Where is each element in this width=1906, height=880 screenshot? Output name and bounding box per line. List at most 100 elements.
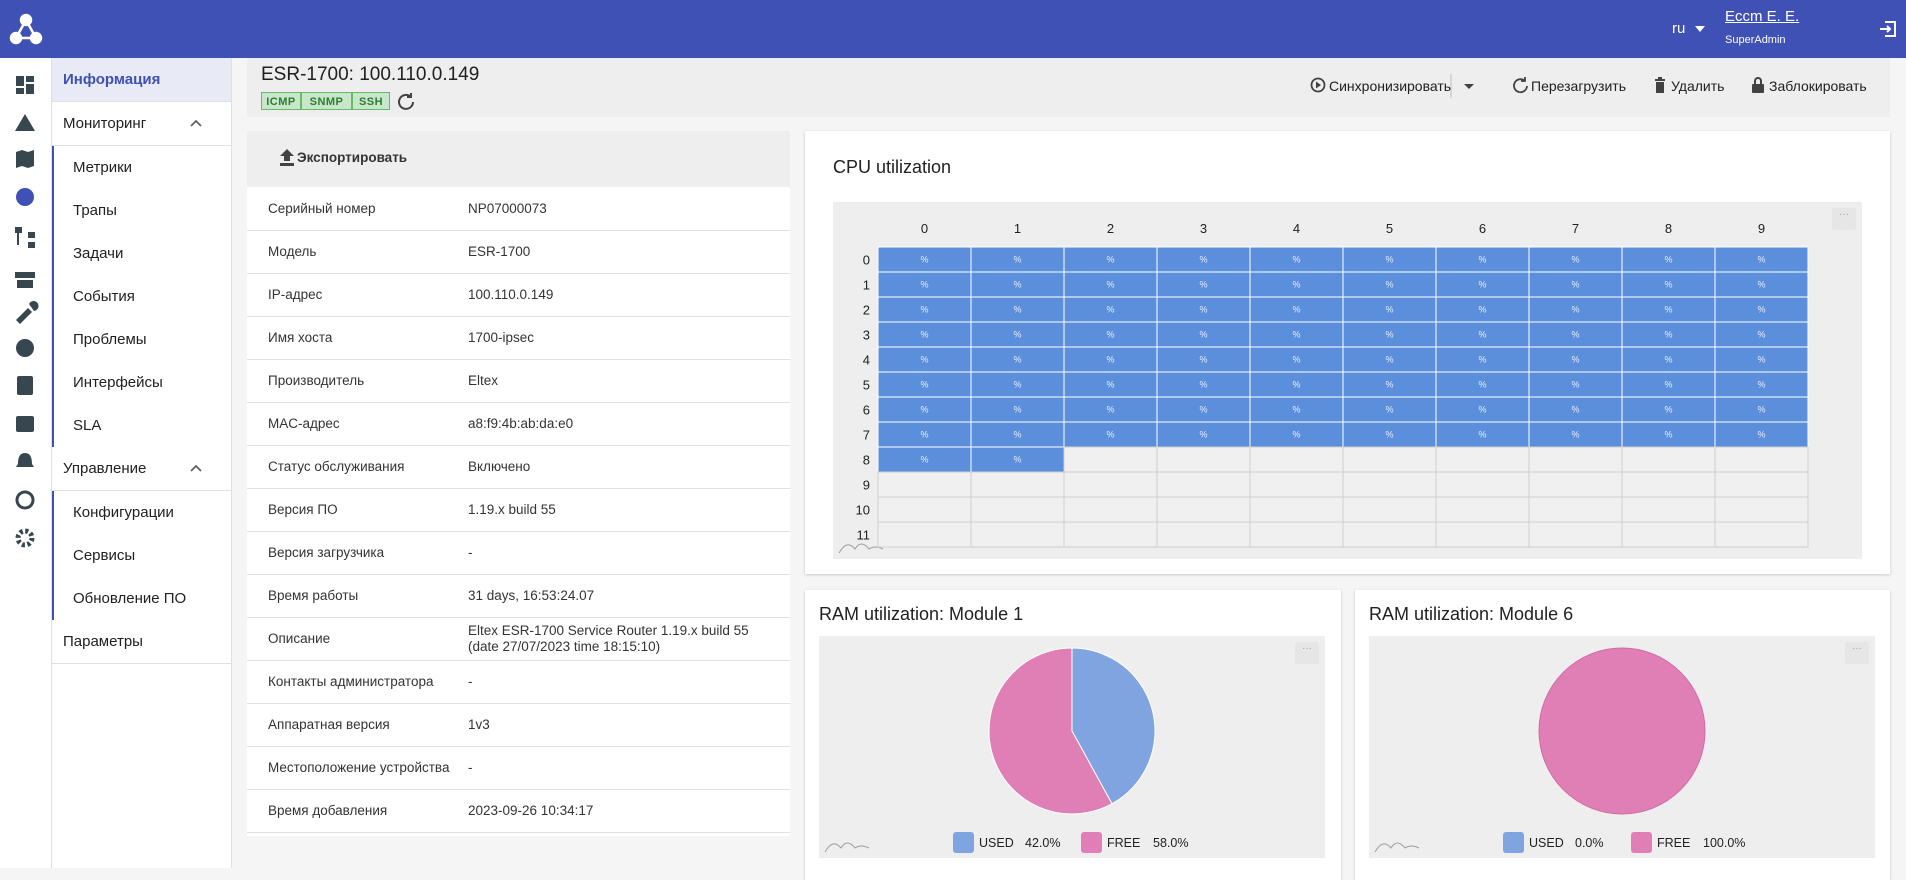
nav-sub-item[interactable]: Задачи	[52, 232, 231, 275]
nav-item[interactable]: Информация	[52, 58, 231, 102]
nav-item[interactable]: Управление	[52, 447, 231, 491]
cell-label: %	[1199, 280, 1207, 290]
column-label: 6	[1479, 221, 1486, 236]
heatmap-cell	[1342, 446, 1437, 473]
heatmap-cell	[1342, 496, 1437, 523]
chart-title: RAM utilization: Module 6	[1369, 604, 1573, 624]
column-label: 1	[1014, 221, 1021, 236]
cell-label: %	[1478, 430, 1486, 440]
chart-menu-dots: ···	[1302, 643, 1312, 654]
user-name[interactable]: Eccm E. E.	[1725, 8, 1800, 25]
info-value: 1.19.x build 55	[468, 502, 556, 517]
heatmap-cell	[1714, 296, 1809, 323]
heatmap-cell	[1063, 471, 1158, 498]
heatmap-cell	[1714, 446, 1809, 473]
logout-icon[interactable]	[1878, 19, 1898, 39]
export-bar: Экспортировать	[247, 131, 790, 187]
info-row: Модель ESR-1700	[247, 231, 790, 274]
heatmap-cell	[1342, 271, 1437, 298]
dropdown-caret	[1695, 26, 1705, 32]
action-button[interactable]: Заблокировать	[1750, 76, 1867, 96]
heatmap-cell	[1528, 421, 1623, 448]
chart-menu-button	[1832, 208, 1856, 230]
info-label: Контакты администратора	[268, 674, 434, 689]
info-label: Местоположение устройства	[268, 760, 450, 775]
action-label: Удалить	[1671, 78, 1725, 94]
heatmap-cell	[1621, 471, 1716, 498]
cell-label: %	[1664, 330, 1672, 340]
language-select[interactable]: ru	[1672, 20, 1686, 37]
refresh-icon[interactable]	[396, 91, 416, 111]
nav-sub-item[interactable]: Проблемы	[52, 318, 231, 361]
heatmap-cell	[1249, 521, 1344, 548]
collapse-chevron[interactable]	[190, 464, 202, 472]
action-button[interactable]: Синхронизировать	[1310, 76, 1451, 96]
action-button[interactable]: Удалить	[1652, 76, 1724, 96]
legend-label: USED	[1529, 836, 1564, 850]
info-row: Версия ПО 1.19.x build 55	[247, 489, 790, 532]
nav-sub-item[interactable]: Конфигурации	[52, 491, 231, 534]
collapse-chevron[interactable]	[190, 119, 202, 127]
heatmap-cell	[1528, 296, 1623, 323]
heatmap-cell	[1063, 421, 1158, 448]
row-label: 0	[863, 253, 870, 268]
info-label: IP-адрес	[268, 287, 323, 302]
info-row: Производитель Eltex	[247, 360, 790, 403]
heatmap-cell	[1063, 521, 1158, 548]
ram-card: RAM utilization: Module 1 ··· USED 42.0% FRE…	[805, 590, 1341, 880]
info-label: Версия ПО	[268, 502, 338, 517]
heatmap-cell	[1435, 396, 1530, 423]
heatmap-cell	[877, 321, 972, 348]
export-button[interactable]: Экспортировать	[297, 150, 408, 165]
heatmap-cell	[1249, 496, 1344, 523]
nav-sub-item[interactable]: Обновление ПО	[52, 577, 231, 620]
cell-label: %	[1013, 430, 1021, 440]
cell-label: %	[920, 405, 928, 415]
chart: CPU utilization ··· 0 1 2 3 4 5 6 7 8 9 0%%%%%%%%% % 1…	[833, 157, 1862, 559]
nav-sub-item[interactable]: События	[52, 275, 231, 318]
info-value: ESR-1700	[468, 244, 531, 259]
nav-sub-item[interactable]: Трапы	[52, 189, 231, 232]
info-value: 1700-ipsec	[468, 330, 535, 345]
cell-label: %	[1292, 355, 1300, 365]
logo[interactable]	[8, 12, 44, 46]
export-icon[interactable]	[279, 149, 295, 167]
info-value: NP07000073	[468, 201, 547, 216]
info-value: Eltex ESR-1700 Service Router 1.19.x bui…	[468, 623, 749, 654]
cell-label: %	[1571, 280, 1579, 290]
info-row: Аппаратная версия 1v3	[247, 704, 790, 747]
info-row: IP-адрес 100.110.0.149	[247, 274, 790, 317]
nav-sub-item[interactable]: SLA	[52, 404, 231, 447]
row-label: 9	[863, 478, 870, 493]
cell-label: %	[1199, 430, 1207, 440]
heatmap-cell	[1249, 421, 1344, 448]
info-row: Серийный номер NP07000073	[247, 188, 790, 231]
nav-sub-item[interactable]: Метрики	[52, 146, 231, 189]
cell-label: %	[1757, 380, 1765, 390]
info-row: Описание Eltex ESR-1700 Service Router 1.…	[247, 618, 790, 661]
cell-label: %	[1013, 455, 1021, 465]
cell-label: %	[1757, 355, 1765, 365]
cell-label: %	[1571, 355, 1579, 365]
rail-icons[interactable]	[0, 58, 51, 618]
heatmap-cell	[1156, 296, 1251, 323]
user-role: SuperAdmin	[1725, 34, 1786, 46]
info-label: Производитель	[268, 373, 365, 388]
cell-label: %	[1571, 305, 1579, 315]
nav-item[interactable]: Параметры	[52, 620, 231, 664]
row-label: 10	[856, 503, 870, 518]
row-label: 3	[863, 328, 870, 343]
heatmap-cell	[1714, 521, 1809, 548]
nav-sub-item[interactable]: Сервисы	[52, 534, 231, 577]
nav-item[interactable]: Мониторинг	[52, 102, 231, 146]
action-button[interactable]: Перезагрузить	[1512, 76, 1626, 96]
chart-menu-button	[1295, 642, 1319, 664]
app-header: ru Eccm E. E. SuperAdmin	[0, 0, 1906, 58]
action-separator	[1450, 74, 1474, 98]
info-value: 1v3	[468, 717, 490, 732]
nav-sub-item[interactable]: Интерфейсы	[52, 361, 231, 404]
cell-label: %	[1292, 405, 1300, 415]
cell-label: %	[1385, 380, 1393, 390]
info-label: Серийный номер	[268, 201, 376, 216]
cell-label: %	[1571, 330, 1579, 340]
